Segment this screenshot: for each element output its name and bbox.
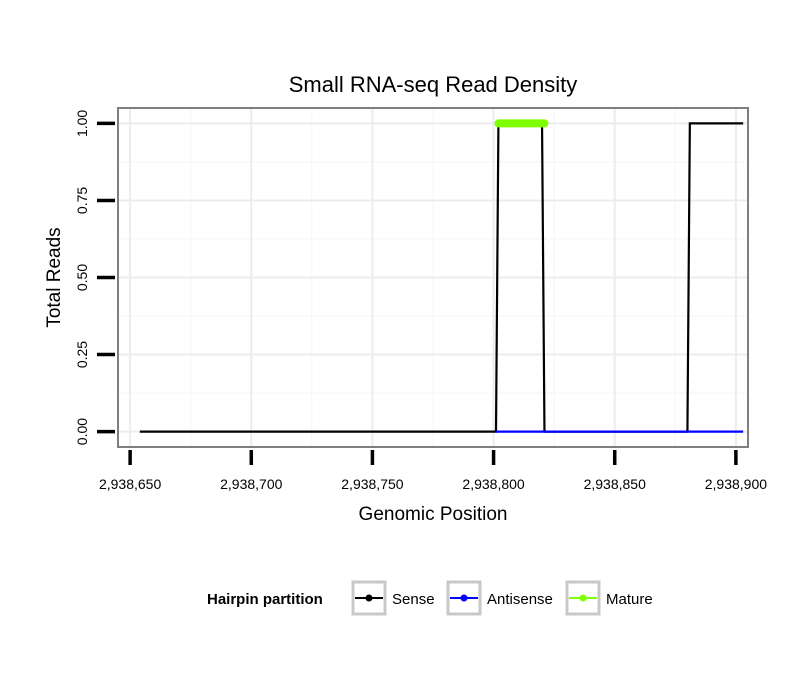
x-axis: 2,938,650 2,938,700 2,938,750 2,938,800 2,93… [99, 450, 767, 492]
legend-label-sense: Sense [392, 591, 435, 608]
legend-key-point [365, 594, 373, 602]
x-tick-label: 2,938,750 [341, 476, 403, 492]
y-tick-label: 1.00 [74, 110, 90, 137]
series-layer [139, 119, 744, 433]
legend-label-mature: Mature [606, 591, 653, 608]
y-axis-title: Total Reads [44, 227, 65, 327]
legend: Hairpin partition Sense Antisense Mature [207, 580, 653, 616]
y-tick-label: 0.00 [74, 418, 90, 445]
y-tick-label: 0.50 [74, 264, 90, 291]
chart-title: Small RNA-seq Read Density [289, 72, 578, 97]
y-tick-label: 0.75 [74, 187, 90, 214]
x-tick-label: 2,938,850 [584, 476, 646, 492]
legend-key-point [579, 594, 587, 602]
series-line-sense [139, 122, 744, 433]
legend-label-antisense: Antisense [487, 591, 553, 608]
x-tick-label: 2,938,800 [462, 476, 524, 492]
x-tick-label: 2,938,700 [220, 476, 282, 492]
y-axis: 0.00 0.25 0.50 0.75 1.00 [74, 110, 115, 445]
y-tick-label: 0.25 [74, 341, 90, 368]
legend-key-point [460, 594, 468, 602]
grid-lines [118, 108, 748, 447]
x-tick-label: 2,938,900 [705, 476, 767, 492]
x-axis-title: Genomic Position [359, 504, 508, 525]
legend-title: Hairpin partition [207, 591, 323, 608]
plot-panel-border [117, 107, 749, 448]
x-tick-label: 2,938,650 [99, 476, 161, 492]
